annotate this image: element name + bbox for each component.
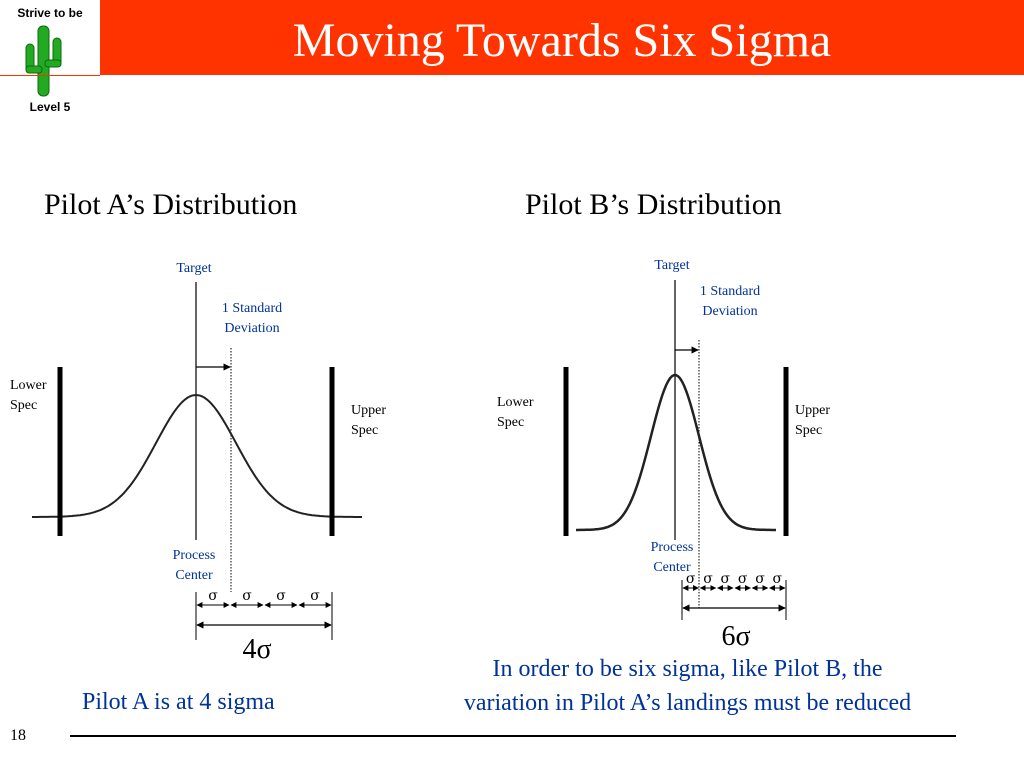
pilot-b-upper-spec-label-1: Upper	[795, 403, 830, 418]
pilot-a-sigma-label: σ	[276, 588, 286, 604]
pilot-b-std-dev-label-2: Deviation	[702, 304, 757, 319]
pilot-b-process-center-label-2: Center	[653, 560, 691, 575]
pilot-b-diagram: Target 1 Standard Deviation Lower Spec U…	[497, 258, 830, 652]
pilot-a-heading: Pilot A’s Distribution	[44, 188, 298, 221]
pilot-b-lower-spec-label-2: Spec	[497, 415, 524, 430]
pilot-b-sigma-label: σ	[755, 571, 765, 587]
cactus-icon	[25, 25, 62, 97]
pilot-b-curve	[576, 373, 776, 532]
pilot-b-process-center-label-1: Process	[651, 540, 694, 555]
pilot-a-diagram: Target 1 Standard Deviation Lower Spec U…	[10, 261, 386, 665]
pilot-a-upper-spec-label-1: Upper	[351, 403, 386, 418]
logo-top-text: Strive to be	[17, 6, 83, 20]
pilot-b-sigma-label: σ	[686, 571, 696, 587]
pilot-a-process-center-label-1: Process	[173, 548, 216, 563]
title-bar	[100, 0, 1024, 75]
pilot-b-sigma-label: σ	[721, 571, 731, 587]
pilot-b-heading: Pilot B’s Distribution	[525, 188, 782, 221]
conclusion-pilot-a: Pilot A is at 4 sigma	[82, 689, 275, 715]
pilot-a-sigma-label: σ	[310, 588, 320, 604]
pilot-a-sigma-label: σ	[208, 588, 218, 604]
pilot-b-total-label: 6σ	[721, 621, 750, 652]
pilot-b-upper-spec-label-2: Spec	[795, 423, 822, 438]
pilot-a-std-dev-label-2: Deviation	[224, 321, 279, 336]
pilot-b-lower-spec-label-1: Lower	[497, 395, 534, 410]
pilot-a-lower-spec-label-1: Lower	[10, 378, 47, 393]
slide-number: 18	[10, 727, 26, 744]
pilot-a-curve	[32, 393, 362, 518]
conclusion-pilot-b-line-2: variation in Pilot A’s landings must be …	[463, 690, 912, 716]
logo: Strive to be Level 5	[0, 0, 100, 122]
pilot-b-sigma-label: σ	[703, 571, 713, 587]
pilot-a-target-label: Target	[176, 261, 211, 276]
pilot-b-sigma-label: σ	[738, 571, 748, 587]
page-title: Moving Towards Six Sigma	[292, 14, 832, 67]
logo-bottom-text: Level 5	[29, 100, 71, 114]
pilot-a-sigma-label: σ	[242, 588, 252, 604]
pilot-b-sigma-label: σ	[773, 571, 783, 587]
pilot-a-std-dev-label-1: 1 Standard	[222, 301, 282, 316]
pilot-b-std-dev-label-1: 1 Standard	[700, 284, 760, 299]
conclusion-pilot-b-line-1: In order to be six sigma, like Pilot B, …	[492, 656, 883, 682]
footer-divider	[70, 735, 956, 737]
logo-divider	[0, 75, 100, 76]
pilot-a-process-center-label-2: Center	[175, 568, 213, 583]
pilot-a-upper-spec-label-2: Spec	[351, 423, 378, 438]
pilot-a-lower-spec-label-2: Spec	[10, 398, 37, 413]
pilot-a-total-label: 4σ	[242, 634, 271, 665]
pilot-b-target-label: Target	[654, 258, 689, 273]
